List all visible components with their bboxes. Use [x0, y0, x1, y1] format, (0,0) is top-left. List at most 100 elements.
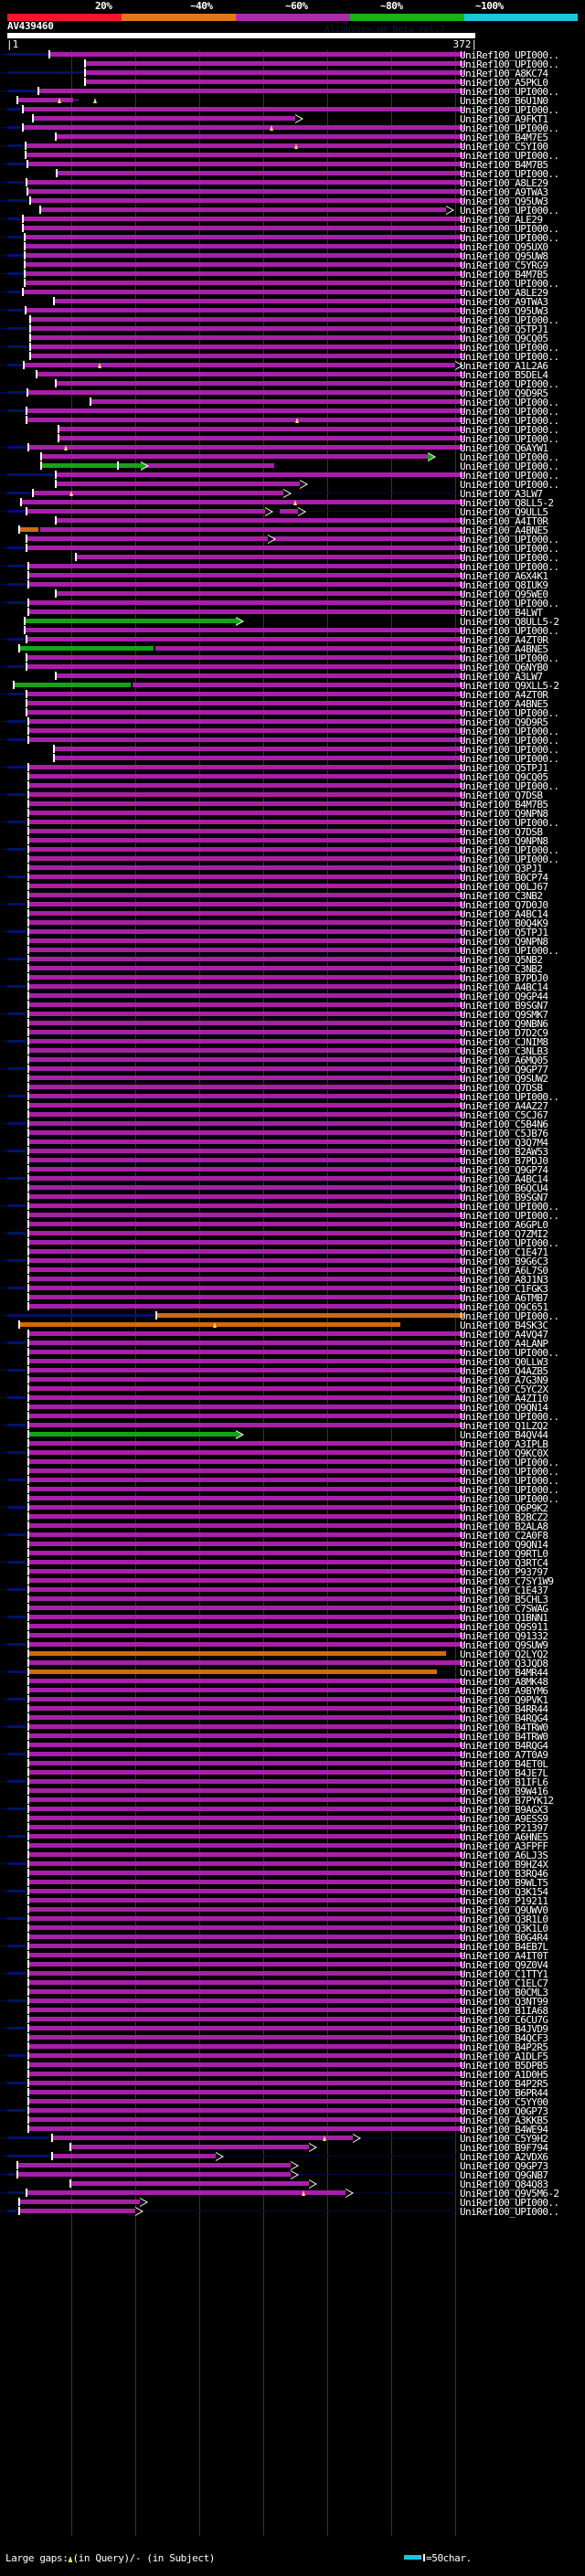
hit-label[interactable]: UniRef100_Q3RTC4 — [460, 1557, 548, 1569]
hsp-bar[interactable] — [24, 253, 464, 258]
hsp-bar[interactable] — [27, 847, 464, 852]
alignment-row[interactable] — [0, 1092, 585, 1101]
hsp-bar[interactable] — [26, 637, 464, 641]
hit-label[interactable]: UniRef100_A9TWA3 — [460, 296, 548, 308]
alignment-row[interactable] — [0, 270, 585, 279]
hsp-bar[interactable] — [27, 1057, 464, 1062]
hsp-bar[interactable] — [27, 1706, 464, 1711]
alignment-plot[interactable]: UniRef100_UPI000.. UniRef100_UPI000.. UniR… — [0, 50, 585, 2536]
hsp-bar[interactable] — [27, 1423, 464, 1427]
alignment-row[interactable] — [0, 279, 585, 288]
hit-label[interactable]: UniRef100_UPI000.. — [460, 342, 559, 354]
alignment-row[interactable] — [0, 818, 585, 827]
hit-label[interactable]: UniRef100_UPI000.. — [460, 945, 559, 957]
alignment-row[interactable] — [0, 946, 585, 955]
hit-label[interactable]: UniRef100_A9TWA3 — [460, 186, 548, 198]
hsp-bar[interactable] — [27, 445, 464, 450]
alignment-row[interactable] — [0, 1512, 585, 1521]
hit-label[interactable]: UniRef100_UPI000.. — [460, 1457, 559, 1468]
alignment-row[interactable] — [0, 398, 585, 407]
alignment-row[interactable] — [0, 1046, 585, 1055]
hsp-bar[interactable] — [22, 226, 464, 230]
hit-label[interactable]: UniRef100_Q9D9R5 — [460, 387, 548, 399]
hsp-bar[interactable] — [27, 984, 464, 989]
hit-label[interactable]: UniRef100_Q0GP73 — [460, 2105, 548, 2117]
hit-label[interactable]: UniRef100_Q1LZQ2 — [460, 1420, 548, 1432]
hit-label[interactable]: UniRef100_A4VQ47 — [460, 1329, 548, 1341]
hit-label[interactable]: UniRef100_Q9UWV0 — [460, 1904, 548, 1916]
hit-label[interactable]: UniRef100_UPI000.. — [460, 1201, 559, 1213]
hsp-bar[interactable] — [24, 628, 464, 632]
hit-label[interactable]: UniRef100_B9F794 — [460, 2142, 548, 2154]
hsp-bar[interactable] — [27, 1395, 464, 1400]
alignment-row[interactable] — [0, 1476, 585, 1485]
hsp-bar[interactable] — [27, 2026, 464, 2030]
hsp-bar[interactable] — [27, 1231, 464, 1235]
hit-label[interactable]: UniRef100_C1E437 — [460, 1585, 548, 1596]
hit-label[interactable]: UniRef100_Q91332 — [460, 1630, 548, 1642]
hit-label[interactable]: UniRef100_Q9CQ05 — [460, 333, 548, 345]
alignment-row[interactable] — [0, 242, 585, 251]
alignment-row[interactable] — [0, 2051, 585, 2061]
alignment-row[interactable] — [0, 471, 585, 480]
hsp-bar[interactable] — [55, 673, 464, 678]
alignment-row[interactable] — [0, 1969, 585, 1978]
hit-label[interactable]: UniRef100_UPI000.. — [460, 470, 559, 482]
hsp-bar[interactable] — [27, 1688, 464, 1692]
hsp-bar[interactable] — [27, 1679, 464, 1683]
alignment-row[interactable] — [0, 2015, 585, 2024]
hit-label[interactable]: UniRef100_A3FPFF — [460, 1840, 548, 1852]
hit-label[interactable]: UniRef100_A7T0A9 — [460, 1749, 548, 1761]
hsp-bar[interactable] — [27, 1916, 464, 1921]
hit-label[interactable]: UniRef100_UPI000.. — [460, 1210, 559, 1222]
alignment-row[interactable] — [0, 1704, 585, 1713]
alignment-row[interactable] — [0, 982, 585, 991]
alignment-row[interactable] — [0, 681, 585, 690]
hsp-bar[interactable] — [22, 290, 464, 294]
hsp-bar[interactable] — [26, 546, 464, 550]
alignment-row[interactable] — [0, 1640, 585, 1649]
alignment-row[interactable] — [0, 1521, 585, 1531]
alignment-row[interactable] — [0, 443, 585, 452]
hsp-bar[interactable] — [27, 1386, 464, 1391]
hit-label[interactable]: UniRef100_P93797 — [460, 1566, 548, 1578]
hit-label[interactable]: UniRef100_UPI000.. — [460, 1475, 559, 1487]
alignment-row[interactable] — [0, 864, 585, 873]
hit-label[interactable]: UniRef100_C3NB2 — [460, 890, 543, 902]
hsp-bar[interactable] — [26, 536, 464, 541]
alignment-row[interactable] — [0, 1202, 585, 1211]
hit-label[interactable]: UniRef100_Q9KC0X — [460, 1447, 548, 1459]
hsp-bar[interactable] — [27, 1350, 464, 1354]
hsp-bar[interactable] — [84, 70, 464, 75]
alignment-row[interactable] — [0, 644, 585, 653]
hit-label[interactable]: UniRef100_Q7ZMI2 — [460, 1228, 548, 1240]
hit-label[interactable]: UniRef100_UPI000.. — [460, 104, 559, 116]
hsp-bar[interactable] — [32, 116, 295, 121]
alignment-row[interactable] — [0, 1896, 585, 1905]
hit-label[interactable]: UniRef100_UPI000.. — [460, 543, 559, 555]
alignment-row[interactable] — [0, 105, 585, 114]
hit-label[interactable]: UniRef100_UPI000.. — [460, 1237, 559, 1249]
alignment-row[interactable] — [0, 352, 585, 361]
alignment-row[interactable] — [0, 334, 585, 343]
hit-label[interactable]: UniRef100_Q0LJ67 — [460, 881, 548, 893]
hsp-bar[interactable] — [27, 1021, 464, 1025]
hit-label[interactable]: UniRef100_A4IT0R — [460, 515, 548, 527]
hsp-bar[interactable] — [27, 820, 464, 824]
alignment-row[interactable] — [0, 1037, 585, 1046]
hit-label[interactable]: UniRef100_UPI000.. — [460, 232, 559, 244]
hsp-bar[interactable] — [16, 98, 73, 102]
hit-label[interactable]: UniRef100_B4P2R5 — [460, 2041, 548, 2053]
alignment-row[interactable] — [0, 142, 585, 151]
hsp-bar[interactable] — [27, 1606, 464, 1610]
hit-label[interactable]: UniRef100_UPI000.. — [460, 479, 559, 491]
hsp-bar[interactable] — [27, 856, 464, 861]
alignment-row[interactable] — [0, 1978, 585, 1988]
alignment-row[interactable] — [0, 69, 585, 78]
hit-label[interactable]: UniRef100_UPI000.. — [460, 451, 559, 463]
hit-label[interactable]: UniRef100_UPI000.. — [460, 314, 559, 326]
alignment-row[interactable] — [0, 955, 585, 964]
alignment-row[interactable] — [0, 96, 585, 105]
alignment-row[interactable] — [0, 1439, 585, 1448]
hit-label[interactable]: UniRef100_C5YY00 — [460, 2096, 548, 2108]
